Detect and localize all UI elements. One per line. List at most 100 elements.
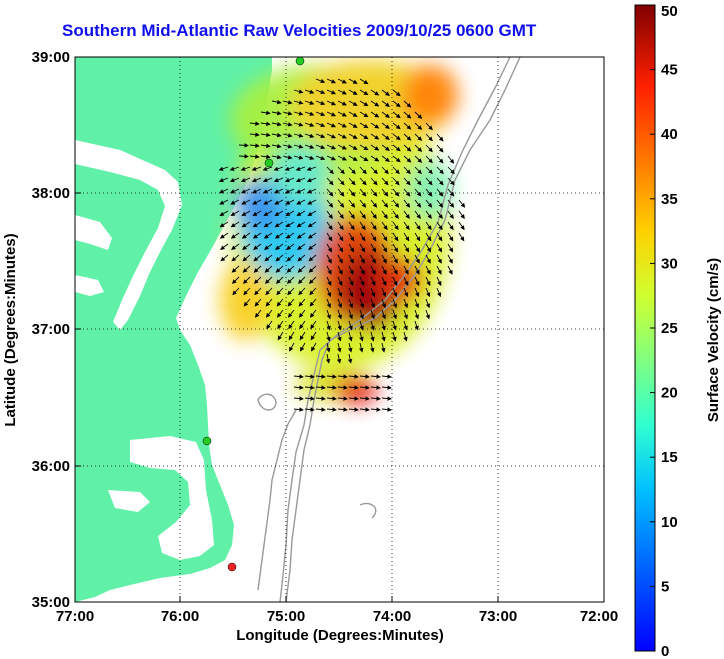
velocity-arrow bbox=[370, 265, 376, 275]
velocity-arrow bbox=[326, 188, 334, 197]
velocity-arrow bbox=[274, 221, 284, 228]
velocity-arrow bbox=[414, 210, 421, 220]
velocity-arrow bbox=[359, 396, 370, 401]
velocity-arrow bbox=[359, 342, 364, 353]
velocity-arrow bbox=[264, 243, 273, 250]
velocity-arrow bbox=[299, 331, 306, 341]
velocity-arrow bbox=[403, 298, 409, 309]
velocity-arrow bbox=[297, 243, 306, 250]
velocity-arrow bbox=[276, 309, 284, 318]
velocity-arrow bbox=[304, 407, 315, 412]
velocity-arrow bbox=[403, 243, 410, 253]
velocity-arrow bbox=[370, 111, 380, 118]
velocity-arrow bbox=[252, 221, 262, 228]
map-title: Southern Mid-Atlantic Raw Velocities 200… bbox=[62, 21, 537, 40]
velocity-arrow bbox=[315, 385, 326, 390]
velocity-arrow bbox=[392, 309, 397, 320]
velocity-arrow bbox=[308, 265, 317, 273]
velocity-arrow bbox=[370, 155, 380, 162]
velocity-arrow bbox=[447, 155, 455, 164]
velocity-arrow bbox=[392, 265, 398, 275]
velocity-arrow bbox=[282, 155, 293, 160]
velocity-arrow bbox=[414, 199, 422, 208]
velocity-arrow bbox=[436, 287, 442, 298]
velocity-arrow bbox=[296, 232, 306, 239]
velocity-arrow bbox=[252, 210, 262, 216]
velocity-arrow bbox=[326, 144, 337, 150]
velocity-arrow bbox=[253, 276, 262, 284]
velocity-arrow bbox=[348, 144, 358, 150]
velocity-arrow bbox=[285, 221, 295, 228]
velocity-arrow bbox=[370, 407, 381, 412]
velocity-arrow bbox=[326, 100, 337, 106]
velocity-arrow bbox=[310, 331, 317, 341]
velocity-arrow bbox=[348, 89, 358, 95]
velocity-arrow bbox=[307, 221, 317, 228]
velocity-arrow bbox=[293, 407, 304, 412]
velocity-arrow bbox=[304, 133, 315, 138]
velocity-arrow bbox=[348, 385, 359, 390]
velocity-arrow bbox=[276, 287, 284, 296]
velocity-arrow bbox=[315, 100, 326, 106]
velocity-arrow bbox=[337, 374, 348, 379]
velocity-arrow bbox=[425, 298, 431, 309]
velocity-arrow bbox=[315, 374, 326, 379]
velocity-arrow bbox=[425, 155, 433, 164]
velocity-arrow bbox=[447, 210, 454, 220]
velocity-arrow bbox=[436, 166, 444, 175]
velocity-arrow bbox=[286, 254, 295, 262]
velocity-arrow bbox=[337, 177, 345, 186]
velocity-arrow bbox=[260, 121, 271, 127]
velocity-arrow bbox=[370, 385, 381, 390]
velocity-arrow bbox=[392, 243, 399, 253]
velocity-arrow bbox=[381, 385, 392, 390]
velocity-arrow bbox=[326, 89, 337, 95]
x-tick-label: 77:00 bbox=[56, 608, 94, 625]
velocity-arrow bbox=[231, 265, 240, 273]
velocity-arrow bbox=[359, 155, 369, 162]
velocity-arrow bbox=[436, 144, 444, 153]
velocity-arrow bbox=[337, 100, 347, 106]
velocity-arrow bbox=[326, 396, 337, 401]
velocity-arrow bbox=[326, 374, 337, 379]
velocity-arrow bbox=[263, 199, 273, 205]
velocity-arrow bbox=[436, 221, 443, 231]
velocity-arrow bbox=[392, 89, 401, 97]
grid-lines bbox=[75, 57, 604, 602]
velocity-arrow bbox=[241, 221, 251, 228]
velocity-arrow bbox=[348, 78, 358, 84]
velocity-arrow bbox=[296, 210, 306, 216]
velocity-arrow bbox=[447, 166, 455, 175]
velocity-arrow bbox=[304, 374, 315, 379]
velocity-arrow bbox=[370, 331, 375, 342]
velocity-arrow bbox=[447, 199, 455, 208]
velocity-arrow bbox=[282, 111, 293, 116]
velocity-arrow bbox=[293, 111, 304, 116]
velocity-arrow bbox=[286, 276, 295, 284]
velocity-arrow bbox=[293, 122, 304, 127]
velocity-arrow bbox=[242, 265, 251, 273]
velocity-arrow bbox=[403, 177, 411, 186]
velocity-arrow bbox=[348, 210, 355, 220]
velocity-arrow bbox=[425, 166, 433, 175]
velocity-arrow bbox=[275, 276, 284, 284]
velocity-arrow bbox=[273, 188, 284, 194]
velocity-arrow bbox=[425, 199, 433, 208]
velocity-arrow bbox=[288, 331, 295, 341]
velocity-arrow bbox=[337, 342, 342, 353]
velocity-arrow bbox=[262, 166, 273, 171]
velocity-arrow bbox=[370, 144, 380, 151]
velocity-arrow bbox=[219, 232, 229, 239]
velocity-arrow bbox=[348, 221, 355, 231]
velocity-arrow bbox=[414, 243, 421, 253]
velocity-arrow bbox=[238, 143, 249, 148]
velocity-arrow bbox=[359, 133, 369, 140]
velocity-arrow bbox=[436, 210, 443, 220]
velocity-arrow bbox=[337, 243, 344, 253]
velocity-arrow bbox=[260, 132, 271, 138]
velocity-arrow bbox=[381, 254, 387, 264]
velocity-arrow bbox=[315, 144, 326, 150]
velocity-arrow bbox=[458, 210, 465, 220]
velocity-arrow bbox=[347, 353, 353, 364]
velocity-arrow bbox=[348, 155, 358, 161]
